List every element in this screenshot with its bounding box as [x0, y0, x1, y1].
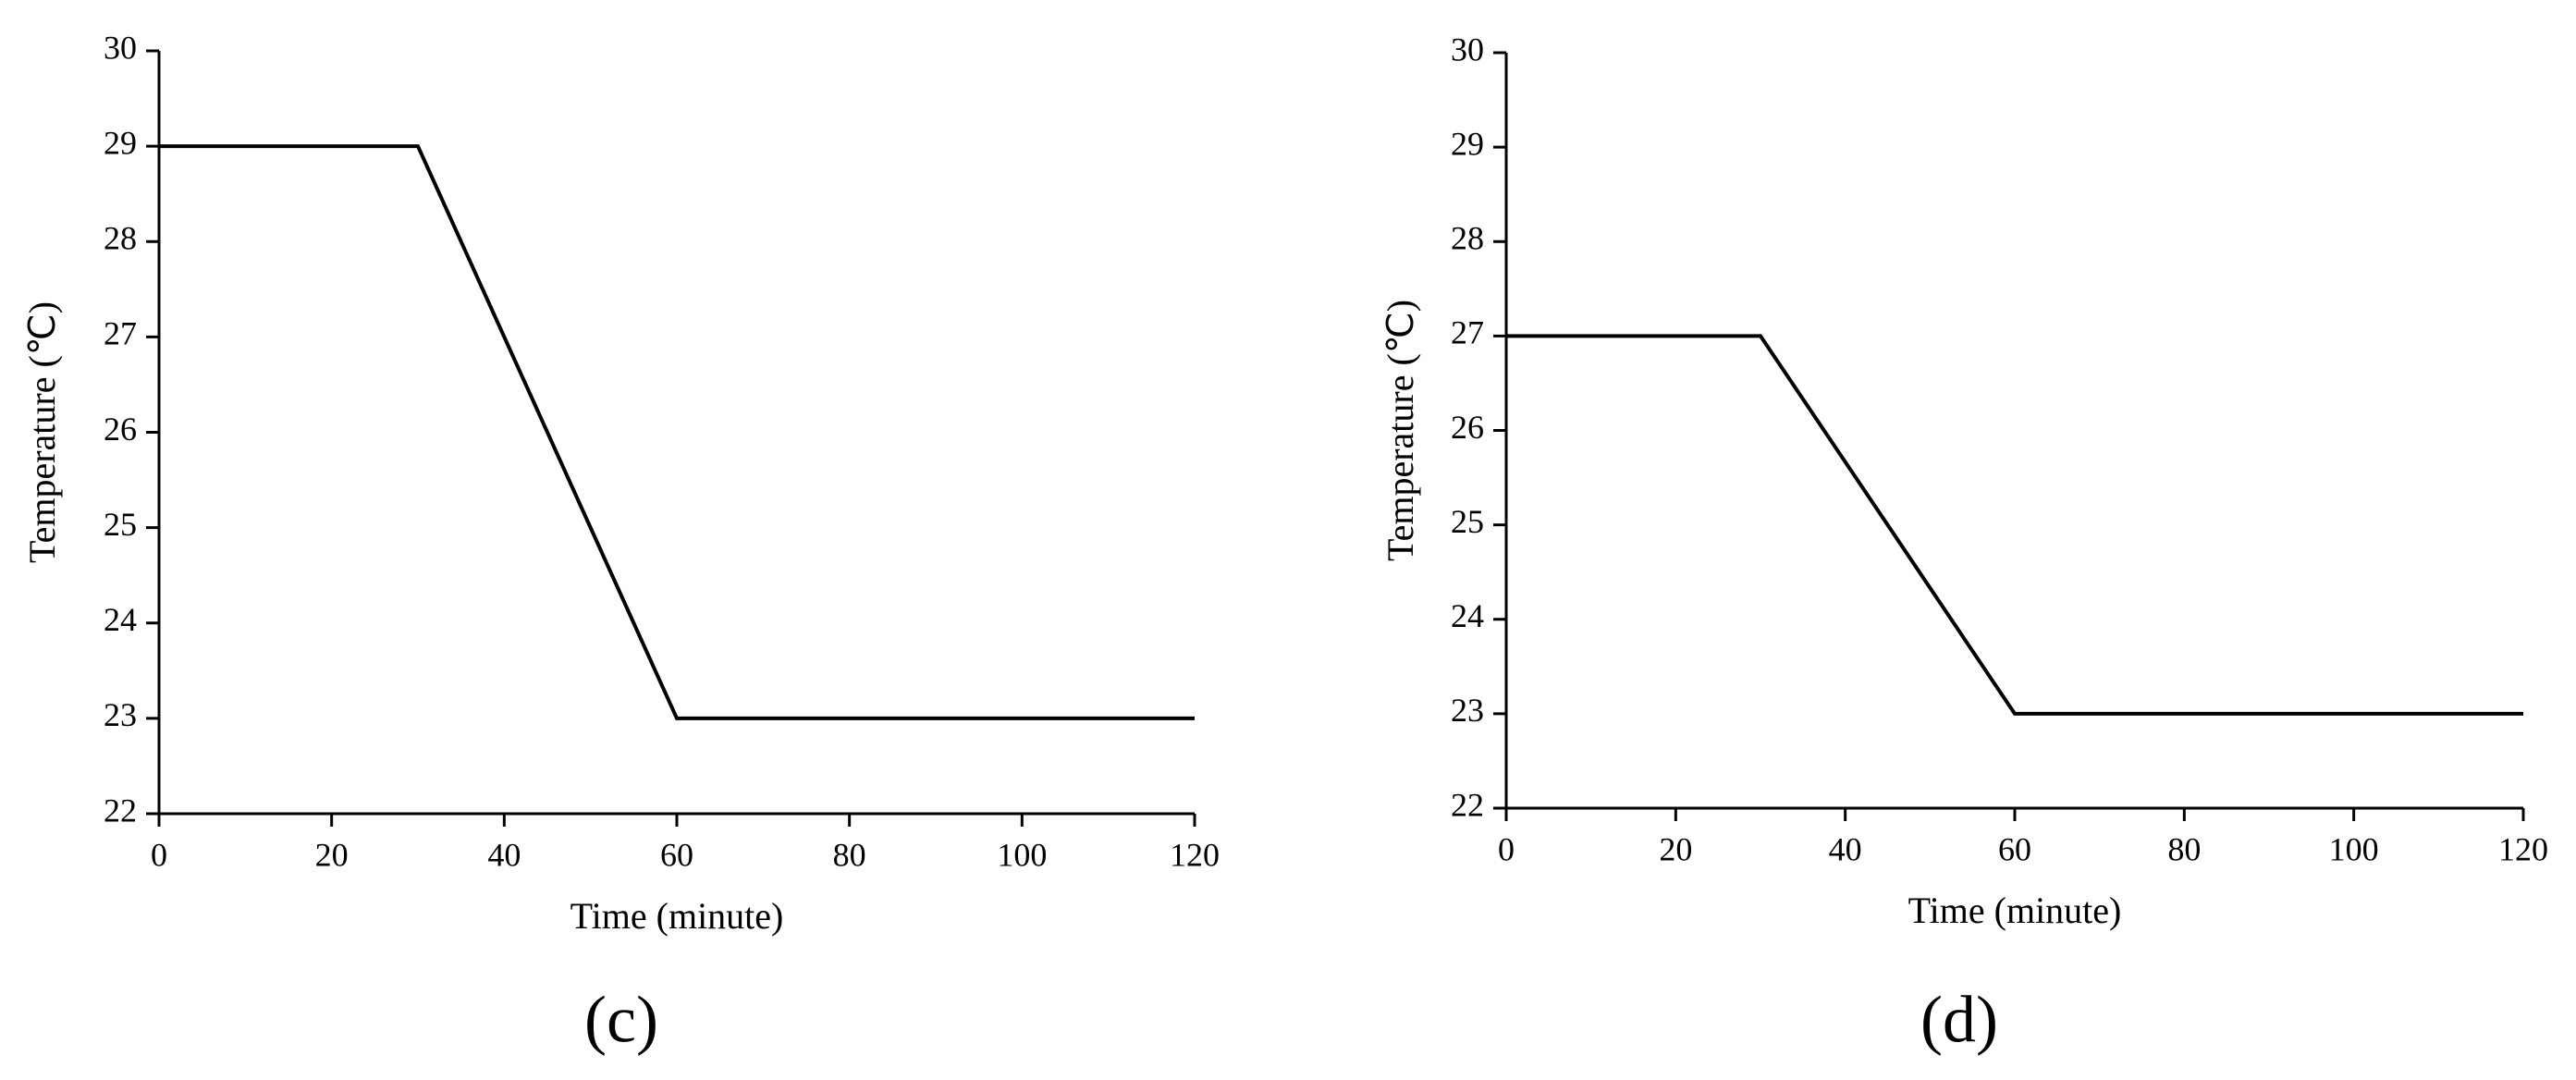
x-tick-label: 20: [315, 836, 349, 873]
y-tick-label: 27: [104, 315, 137, 352]
y-tick-label: 29: [1451, 125, 1484, 162]
x-tick-label: 80: [2167, 830, 2201, 867]
y-tick-label: 30: [104, 29, 137, 66]
y-tick-label: 26: [104, 411, 137, 448]
data-line: [159, 144, 1195, 720]
y-tick-label: 28: [104, 220, 137, 257]
x-tick-label: 0: [1498, 830, 1515, 867]
x-tick-label: 40: [1829, 830, 1862, 867]
panel-label: (c): [584, 983, 658, 1057]
y-tick-label: 25: [104, 506, 137, 543]
data-line: [1506, 334, 2523, 716]
y-tick-label: 24: [104, 601, 137, 638]
x-tick-label: 80: [833, 836, 866, 873]
y-tick-label: 29: [104, 124, 137, 161]
x-axis-title: Time (minute): [570, 895, 784, 937]
y-tick-label: 27: [1451, 314, 1484, 351]
y-tick-label: 24: [1451, 597, 1484, 634]
x-tick-label: 100: [2329, 830, 2379, 867]
x-tick-label: 60: [1998, 830, 2031, 867]
y-axis-title: Temperature (℃): [1380, 300, 1421, 561]
y-tick-label: 26: [1451, 409, 1484, 446]
y-tick-label: 22: [104, 792, 137, 828]
x-axis-title: Time (minute): [1908, 890, 2122, 931]
y-axis-title: Temperature (℃): [21, 301, 63, 563]
y-tick-label: 25: [1451, 503, 1484, 540]
y-tick-label: 28: [1451, 220, 1484, 257]
panel-label: (d): [1920, 983, 1998, 1057]
y-tick-label: 23: [104, 696, 137, 733]
x-tick-label: 120: [1170, 836, 1220, 873]
x-tick-label: 20: [1659, 830, 1692, 867]
x-tick-label: 120: [2498, 830, 2548, 867]
y-tick-label: 22: [1451, 786, 1484, 823]
y-tick-label: 23: [1451, 692, 1484, 729]
y-tick-label: 30: [1451, 31, 1484, 68]
x-tick-label: 40: [487, 836, 521, 873]
x-tick-label: 60: [660, 836, 693, 873]
x-tick-label: 0: [151, 836, 167, 873]
x-tick-label: 100: [997, 836, 1047, 873]
